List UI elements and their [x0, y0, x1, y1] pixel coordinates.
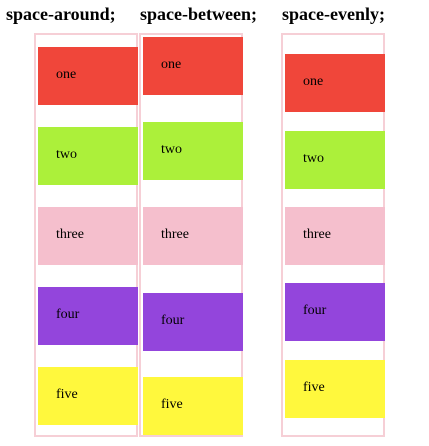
item-label: four [161, 313, 185, 328]
item-label: five [303, 380, 325, 395]
item-label: four [56, 307, 80, 322]
item-label: two [56, 147, 77, 162]
item-label: three [161, 227, 189, 242]
item-label: four [303, 303, 327, 318]
item-three: three [143, 207, 243, 265]
item-five: five [38, 367, 138, 425]
item-two: two [38, 127, 138, 185]
item-label: one [303, 74, 324, 89]
item-label: two [161, 142, 182, 157]
item-label: two [303, 151, 324, 166]
item-five: five [285, 360, 385, 418]
item-label: one [56, 67, 77, 82]
item-label: three [56, 227, 84, 242]
item-one: one [143, 37, 243, 95]
container-space-around: one two three four five [34, 33, 138, 437]
item-three: three [285, 207, 385, 265]
item-label: one [161, 57, 182, 72]
item-label: five [56, 387, 78, 402]
title-space-around: space-around; [6, 4, 116, 24]
item-three: three [38, 207, 138, 265]
title-space-evenly: space-evenly; [282, 4, 385, 24]
item-five: five [143, 377, 243, 435]
item-four: four [285, 283, 385, 341]
item-one: one [38, 47, 138, 105]
item-two: two [285, 131, 385, 189]
title-space-between: space-between; [140, 4, 257, 24]
item-label: five [161, 397, 183, 412]
item-four: four [38, 287, 138, 345]
container-space-evenly: one two three four five [281, 33, 385, 437]
item-label: three [303, 227, 331, 242]
item-four: four [143, 293, 243, 351]
item-two: two [143, 122, 243, 180]
item-one: one [285, 54, 385, 112]
container-space-between: one two three four five [139, 33, 243, 437]
